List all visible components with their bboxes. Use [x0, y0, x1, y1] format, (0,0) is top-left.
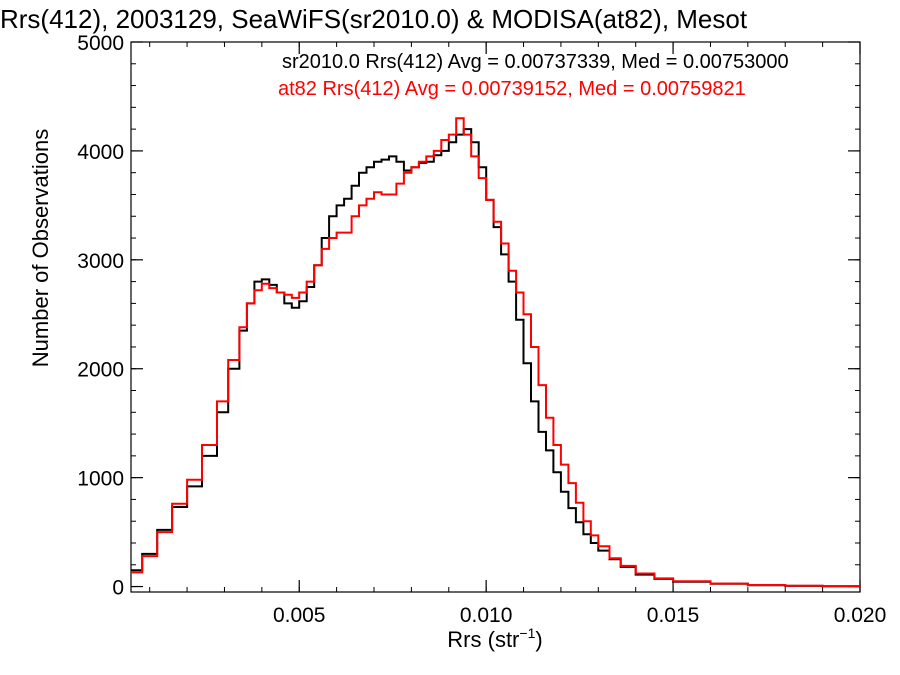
x-tick-label: 0.020	[834, 604, 887, 627]
x-axis-label-close: )	[535, 627, 542, 652]
x-tick-label: 0.005	[273, 604, 326, 627]
legend-entry-at82: at82 Rrs(412) Avg = 0.00739152, Med = 0.…	[278, 78, 746, 100]
axes: 0.005 0.010 0.015 0.020 0 1000 2000 3000 4000 500…	[77, 32, 886, 627]
series-group	[131, 117, 861, 588]
x-tick-label: 0.015	[647, 604, 700, 627]
y-tick-label: 0	[112, 577, 124, 600]
chart-title: Rrs(412), 2003129, SeaWiFS(sr2010.0) & M…	[0, 4, 748, 34]
legend-entry-sr2010: sr2010.0 Rrs(412) Avg = 0.00737339, Med …	[282, 51, 789, 73]
x-axis-label-sup: −1	[519, 625, 535, 641]
x-axis-label: Rrs (str−1)	[447, 625, 542, 652]
y-tick-label: 2000	[77, 359, 124, 382]
y-tick-label: 3000	[77, 250, 124, 273]
series-line-at82	[131, 117, 861, 588]
y-tick-label: 1000	[77, 468, 124, 491]
y-tick-label: 5000	[77, 32, 124, 55]
x-axis-label-main: Rrs (str	[447, 627, 519, 652]
y-tick-label: 4000	[77, 141, 124, 164]
plot-frame	[130, 41, 861, 593]
y-axis-label: Number of Observations	[28, 129, 53, 367]
x-tick-label: 0.010	[460, 604, 513, 627]
